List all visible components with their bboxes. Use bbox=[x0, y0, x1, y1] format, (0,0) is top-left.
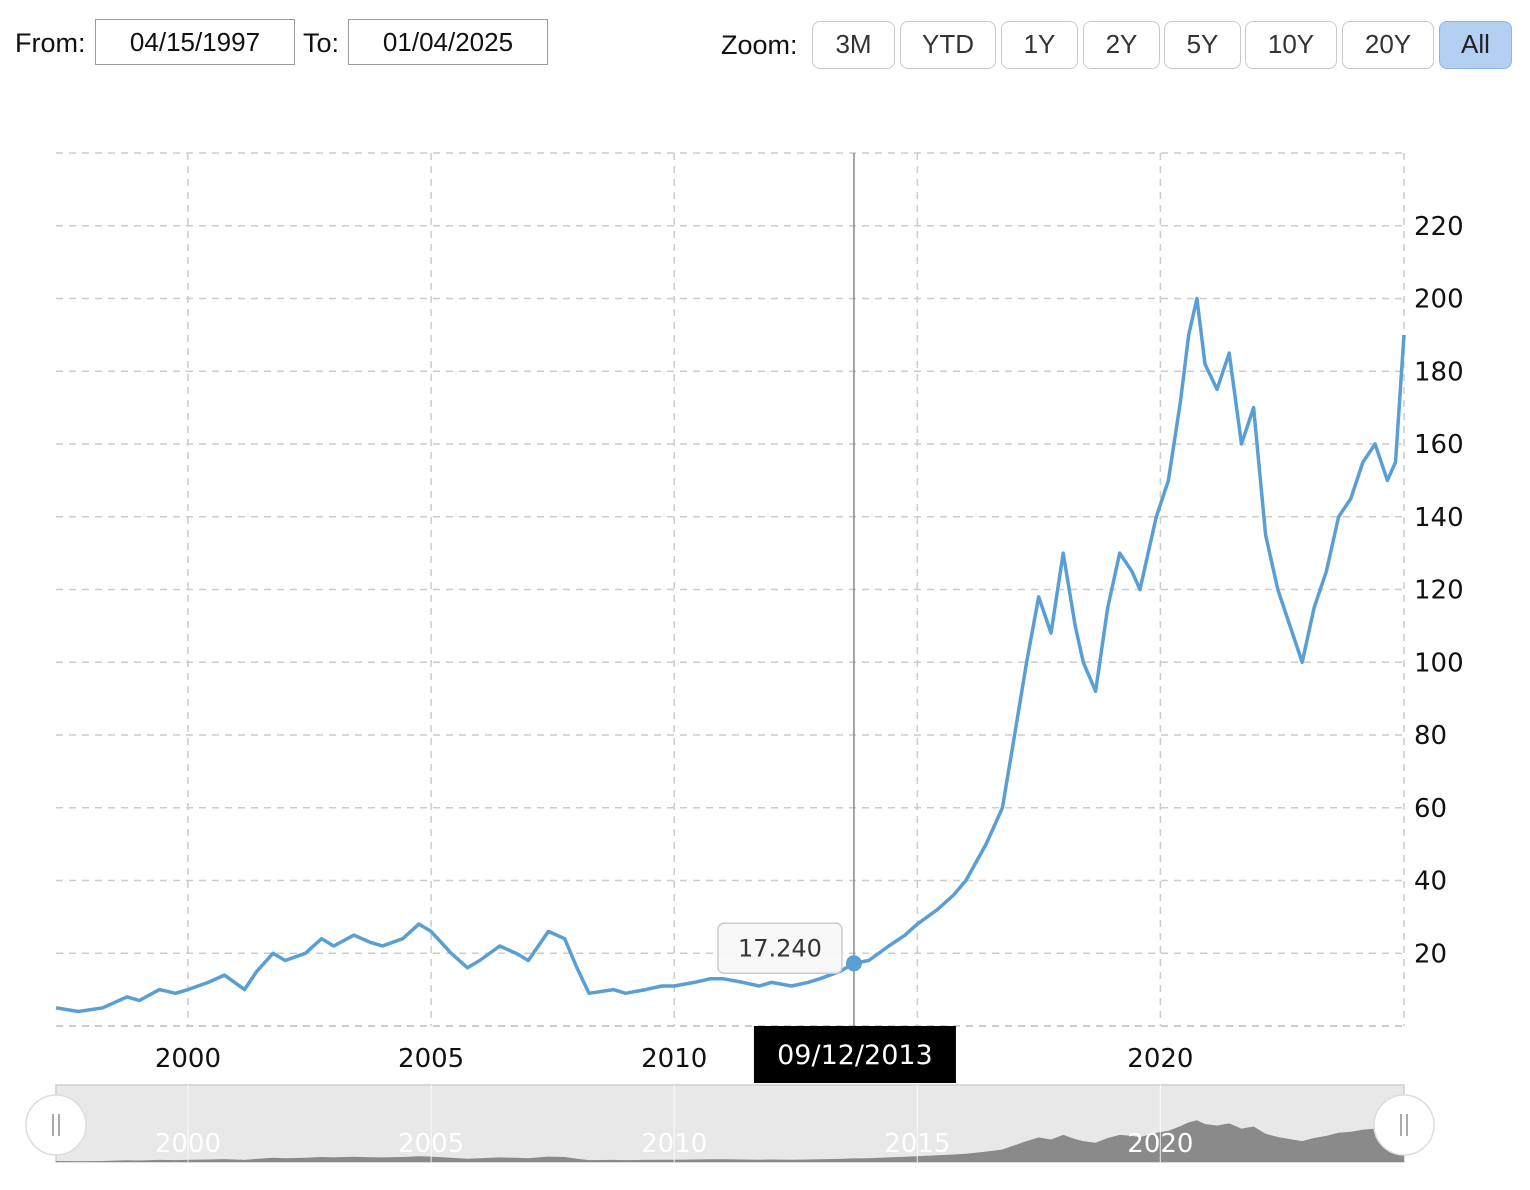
y-tick-label: 40 bbox=[1414, 867, 1447, 897]
navigator-labels: 2000 2005 2010 2015 2020 bbox=[155, 1085, 1193, 1162]
navigator-tick-label: 2005 bbox=[398, 1129, 464, 1159]
x-tick-label: 2020 bbox=[1127, 1044, 1193, 1074]
navigator-left-handle[interactable] bbox=[25, 1094, 87, 1156]
grid bbox=[56, 152, 1405, 1027]
y-axis-labels: 20 40 60 80 100 120 140 160 180 200 220 bbox=[1414, 212, 1464, 970]
to-date-input[interactable]: 01/04/2025 bbox=[348, 19, 548, 65]
navigator-right-handle[interactable] bbox=[1373, 1094, 1435, 1156]
x-tick-label: 2005 bbox=[398, 1044, 464, 1074]
from-label: From: bbox=[15, 28, 86, 58]
zoom-5y-button[interactable]: 5Y bbox=[1164, 21, 1241, 69]
y-tick-label: 100 bbox=[1414, 648, 1464, 678]
y-tick-label: 220 bbox=[1414, 212, 1464, 242]
to-label: To: bbox=[303, 28, 340, 58]
x-tick-label: 2010 bbox=[641, 1044, 707, 1074]
date-flag-box bbox=[753, 1026, 956, 1083]
y-tick-label: 20 bbox=[1414, 939, 1447, 969]
tooltip-value: 17.240 bbox=[738, 934, 822, 962]
zoom-10y-button[interactable]: 10Y bbox=[1245, 21, 1337, 69]
zoom-3m-button[interactable]: 3M bbox=[812, 21, 895, 69]
y-tick-label: 180 bbox=[1414, 357, 1464, 387]
y-tick-label: 160 bbox=[1414, 430, 1464, 460]
zoom-ytd-button[interactable]: YTD bbox=[900, 21, 996, 69]
navigator[interactable]: 2000 2005 2010 2015 2020 bbox=[25, 1084, 1435, 1163]
tooltip-box bbox=[717, 922, 843, 975]
navigator-tick-label: 2000 bbox=[155, 1129, 221, 1159]
navigator-tick-label: 2020 bbox=[1127, 1129, 1193, 1159]
price-line bbox=[55, 296, 1406, 1014]
zoom-2y-button[interactable]: 2Y bbox=[1083, 21, 1160, 69]
from-date-input[interactable]: 04/15/1997 bbox=[95, 19, 295, 65]
zoom-all-button[interactable]: All bbox=[1439, 21, 1512, 69]
zoom-label: Zoom: bbox=[721, 30, 798, 60]
navigator-right-handle-circle[interactable] bbox=[1373, 1094, 1435, 1156]
y-tick-label: 120 bbox=[1414, 576, 1464, 606]
grip-icon bbox=[1400, 1114, 1408, 1136]
navigator-tick-label: 2015 bbox=[884, 1129, 950, 1159]
grip-icon bbox=[52, 1114, 60, 1136]
y-tick-label: 80 bbox=[1414, 721, 1447, 751]
navigator-left-handle-circle[interactable] bbox=[25, 1094, 87, 1156]
navigator-area bbox=[56, 1120, 1404, 1162]
y-tick-label: 200 bbox=[1414, 285, 1464, 315]
hover-marker bbox=[845, 955, 862, 972]
date-flag: 09/12/2013 bbox=[753, 1026, 956, 1083]
zoom-20y-button[interactable]: 20Y bbox=[1342, 21, 1434, 69]
value-tooltip: 17.240 bbox=[717, 922, 843, 975]
date-flag-text: 09/12/2013 bbox=[777, 1040, 933, 1071]
navigator-tick-label: 2010 bbox=[641, 1129, 707, 1159]
y-tick-label: 60 bbox=[1414, 794, 1447, 824]
y-tick-label: 140 bbox=[1414, 503, 1464, 533]
x-tick-label: 2000 bbox=[155, 1044, 221, 1074]
zoom-1y-button[interactable]: 1Y bbox=[1001, 21, 1078, 69]
